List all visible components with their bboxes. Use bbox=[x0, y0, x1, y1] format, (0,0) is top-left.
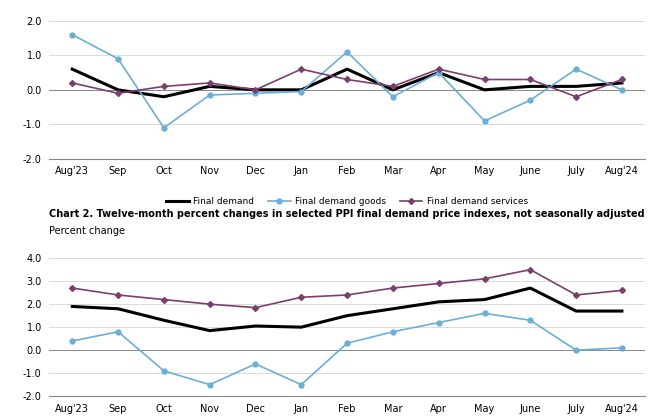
Text: Percent change: Percent change bbox=[49, 226, 126, 236]
Text: Chart 2. Twelve-month percent changes in selected PPI final demand price indexes: Chart 2. Twelve-month percent changes in… bbox=[49, 209, 645, 219]
Legend: Final demand, Final demand goods, Final demand services: Final demand, Final demand goods, Final … bbox=[163, 194, 532, 210]
